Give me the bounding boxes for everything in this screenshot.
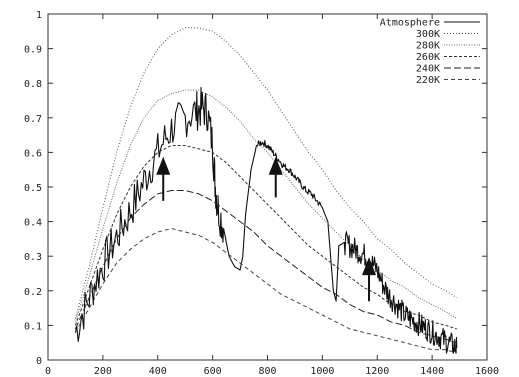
series-line-220k — [74, 228, 457, 354]
legend-label: 240K — [416, 64, 440, 75]
y-tick-label: 0.1 — [24, 321, 42, 332]
x-tick-label: 800 — [258, 366, 276, 377]
x-tick-label: 600 — [204, 366, 222, 377]
annotation-layer — [156, 156, 377, 302]
series-line-280k — [74, 89, 458, 323]
axes: 0 200 400 600 800 1000 1200 1400 1600 0 0.1 0.2 0.3 0… — [24, 10, 499, 377]
y-tick-label: 0.9 — [24, 45, 42, 56]
legend-label: Atmosphere — [380, 18, 440, 29]
x-tick-label: 1600 — [475, 366, 499, 377]
x-tick-label: 1200 — [365, 366, 389, 377]
x-tick-label: 1000 — [310, 366, 334, 377]
y-tick-label: 0.5 — [24, 183, 42, 194]
x-tick-label: 1400 — [420, 366, 444, 377]
legend-label: 220K — [416, 75, 440, 86]
arrow-head — [268, 156, 283, 175]
series-line-240k — [74, 190, 457, 344]
y-tick-label: 0.4 — [24, 218, 42, 229]
x-tick-label: 200 — [94, 366, 112, 377]
arrow-head — [362, 257, 377, 276]
arrow-head — [156, 156, 171, 175]
y-tick-label: 0.7 — [24, 114, 42, 125]
y-tick-label: 0.2 — [24, 287, 42, 298]
y-tick-label: 0.3 — [24, 252, 42, 263]
y-tick-label: 0.8 — [24, 79, 42, 90]
legend-label: 300K — [416, 29, 440, 40]
x-tick-label: 400 — [149, 366, 167, 377]
series-line-260k — [74, 145, 457, 330]
y-tick-label: 0 — [36, 356, 42, 367]
legend-label: 260K — [416, 52, 440, 63]
x-tick-label: 0 — [45, 366, 51, 377]
legend-label: 280K — [416, 41, 440, 52]
series-line-300k — [74, 27, 458, 319]
y-tick-label: 0.6 — [24, 148, 42, 159]
series-line-atmosphere — [74, 86, 458, 354]
y-tick-label: 1 — [36, 10, 42, 21]
series-layer — [74, 27, 458, 354]
